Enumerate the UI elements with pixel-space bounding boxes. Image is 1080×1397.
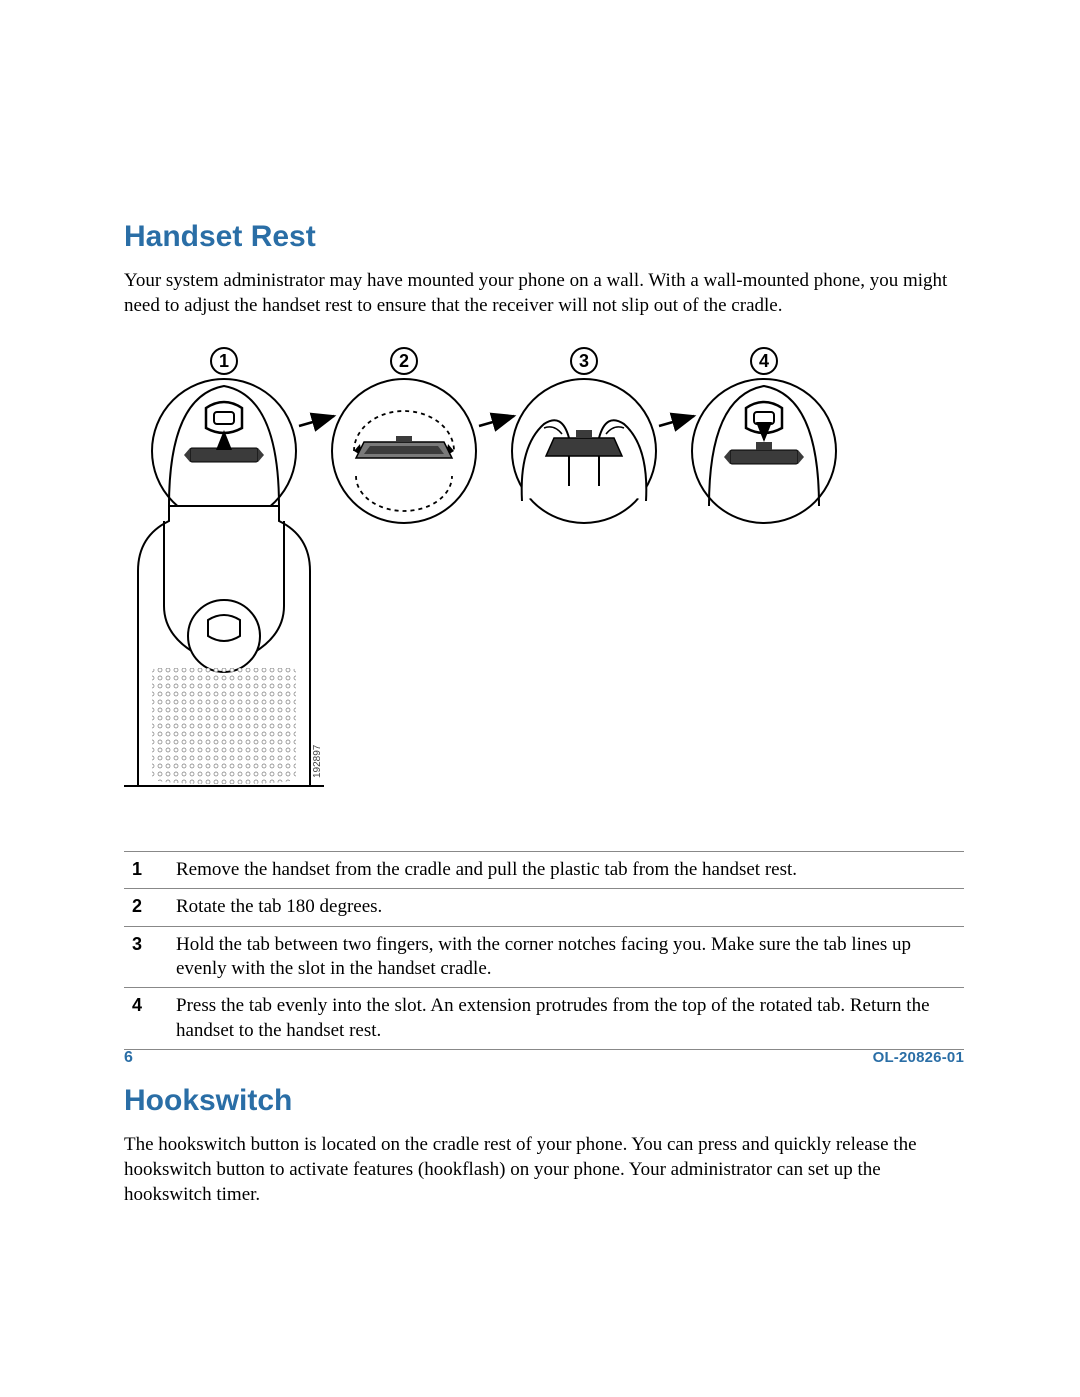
diagram-step-1 [152, 379, 296, 523]
diagram-step-3 [512, 379, 656, 523]
diagram-step-2 [332, 379, 476, 523]
document-page: Handset Rest Your system administrator m… [0, 0, 1080, 1397]
table-row: 4 Press the tab evenly into the slot. An… [124, 988, 964, 1050]
step-text: Remove the handset from the cradle and p… [168, 852, 964, 889]
doc-id: OL-20826-01 [873, 1049, 964, 1066]
step-label-4: 4 [759, 351, 769, 371]
handset-rest-diagram: 1 2 3 4 [124, 346, 964, 806]
heading-handset-rest: Handset Rest [124, 220, 964, 254]
step-text: Press the tab evenly into the slot. An e… [168, 988, 964, 1050]
table-row: 2 Rotate the tab 180 degrees. [124, 889, 964, 926]
intro-handset-rest: Your system administrator may have mount… [124, 268, 964, 318]
step-label-3: 3 [579, 351, 589, 371]
step-label-1: 1 [219, 351, 229, 371]
step-number: 4 [124, 988, 168, 1050]
steps-table: 1 Remove the handset from the cradle and… [124, 851, 964, 1050]
table-row: 1 Remove the handset from the cradle and… [124, 852, 964, 889]
step-number: 2 [124, 889, 168, 926]
heading-hookswitch: Hookswitch [124, 1084, 964, 1118]
step-number: 3 [124, 926, 168, 988]
section-hookswitch: Hookswitch The hookswitch button is loca… [124, 1084, 964, 1207]
figure-handset-rest: 1 2 3 4 [124, 346, 964, 811]
diagram-phone-body: 192897 [124, 506, 324, 786]
step-text: Rotate the tab 180 degrees. [168, 889, 964, 926]
page-number: 6 [124, 1049, 133, 1067]
step-number: 1 [124, 852, 168, 889]
table-row: 3 Hold the tab between two fingers, with… [124, 926, 964, 988]
body-hookswitch: The hookswitch button is located on the … [124, 1132, 964, 1207]
step-text: Hold the tab between two fingers, with t… [168, 926, 964, 988]
page-footer: 6 OL-20826-01 [124, 1049, 964, 1067]
figure-ref-number: 192897 [312, 744, 323, 778]
step-label-2: 2 [399, 351, 409, 371]
diagram-step-4 [692, 379, 836, 523]
